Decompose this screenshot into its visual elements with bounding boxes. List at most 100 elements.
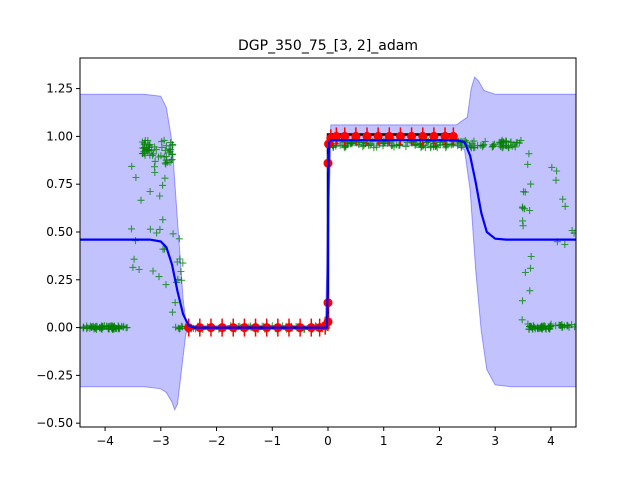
sample-marker — [144, 147, 152, 155]
sample-marker — [538, 324, 546, 332]
sample-marker — [548, 163, 556, 171]
sample-marker — [359, 143, 367, 151]
sample-marker — [519, 217, 527, 225]
sample-marker — [458, 142, 466, 150]
sample-marker — [146, 188, 154, 195]
sample-marker — [367, 140, 375, 148]
sample-marker — [521, 269, 529, 276]
sample-marker — [336, 141, 344, 149]
sample-marker — [467, 143, 475, 151]
training-point — [418, 131, 428, 141]
sample-marker — [480, 141, 488, 149]
sample-marker — [526, 207, 534, 214]
sample-marker — [387, 142, 395, 150]
sample-marker — [159, 181, 167, 189]
sample-marker — [499, 143, 507, 151]
sample-marker — [424, 137, 432, 145]
sample-marker — [159, 245, 167, 253]
training-point — [448, 131, 458, 141]
sample-marker — [97, 324, 105, 332]
training-point — [340, 131, 350, 141]
sample-marker — [518, 316, 526, 324]
sample-marker — [151, 143, 159, 151]
sample-marker — [174, 324, 182, 332]
training-point — [351, 131, 361, 141]
x-tick-label: −2 — [208, 434, 226, 448]
x-tick-label: 3 — [491, 434, 499, 448]
y-tick-label: 0.50 — [46, 225, 73, 239]
sample-marker — [146, 225, 154, 233]
sample-marker — [495, 138, 503, 146]
y-tick-label: −0.25 — [36, 368, 73, 382]
sample-marker — [104, 325, 112, 333]
x-tick-label: 1 — [380, 434, 388, 448]
sample-marker — [153, 229, 161, 237]
sample-marker — [162, 156, 170, 164]
training-points — [184, 127, 458, 337]
sample-marker — [470, 137, 478, 145]
sample-marker — [135, 266, 143, 273]
sample-marker — [481, 138, 489, 145]
sample-marker — [137, 196, 145, 204]
sample-marker — [396, 141, 404, 149]
sample-marker — [169, 230, 177, 238]
sample-marker — [130, 255, 138, 263]
sample-marker — [525, 150, 533, 158]
sample-marker — [561, 202, 569, 210]
sample-marker — [129, 263, 137, 271]
sample-marker — [151, 163, 158, 171]
sample-marker — [109, 324, 117, 332]
sample-marker — [161, 147, 169, 154]
sample-marker — [139, 144, 147, 152]
sample-marker — [519, 297, 526, 305]
x-tick-label: −1 — [263, 434, 281, 448]
training-point — [407, 131, 417, 141]
sample-marker — [168, 151, 176, 159]
training-point — [395, 131, 405, 141]
sample-marker — [175, 235, 183, 243]
sample-marker — [132, 174, 140, 181]
sample-marker — [402, 143, 410, 151]
sample-marker — [169, 308, 176, 316]
sample-marker — [552, 176, 560, 184]
sample-marker — [114, 322, 122, 330]
sample-marker — [529, 322, 537, 330]
x-tick-label: −3 — [152, 434, 170, 448]
sample-marker — [491, 140, 498, 148]
plot-area — [80, 76, 576, 412]
training-point — [373, 131, 383, 141]
sample-marker — [467, 144, 475, 152]
sample-marker — [526, 322, 534, 330]
sample-marker — [510, 141, 518, 149]
x-tick-label: 0 — [324, 434, 332, 448]
sample-marker — [145, 142, 153, 150]
mean-line — [80, 139, 576, 329]
sample-marker — [527, 180, 535, 188]
sample-marker — [93, 323, 101, 331]
sample-marker — [177, 268, 185, 275]
y-tick-label: 0.00 — [46, 321, 73, 335]
sample-marker — [546, 325, 554, 333]
sample-marker — [151, 157, 159, 165]
sample-marker — [90, 324, 98, 331]
x-tick-label: −4 — [96, 434, 114, 448]
sample-marker — [526, 287, 534, 295]
sample-marker — [149, 267, 157, 275]
training-point — [384, 131, 394, 141]
y-axis: −0.50 −0.25 0.00 0.25 0.50 0.75 1.00 1.25 — [36, 82, 80, 430]
x-axis: −4 −3 −2 −1 0 1 2 3 4 — [96, 427, 555, 448]
sample-marker — [479, 142, 487, 150]
sample-marker — [519, 204, 527, 212]
sample-marker — [160, 136, 168, 144]
sample-marker — [360, 142, 368, 150]
sample-marker — [158, 144, 166, 151]
sample-marker — [503, 142, 511, 150]
training-point — [440, 131, 450, 141]
sample-marker — [524, 160, 532, 168]
sample-marker — [161, 174, 169, 182]
sample-marker — [169, 141, 176, 149]
sample-marker — [162, 281, 170, 289]
sample-marker — [559, 195, 567, 203]
y-tick-label: −0.50 — [36, 416, 73, 430]
